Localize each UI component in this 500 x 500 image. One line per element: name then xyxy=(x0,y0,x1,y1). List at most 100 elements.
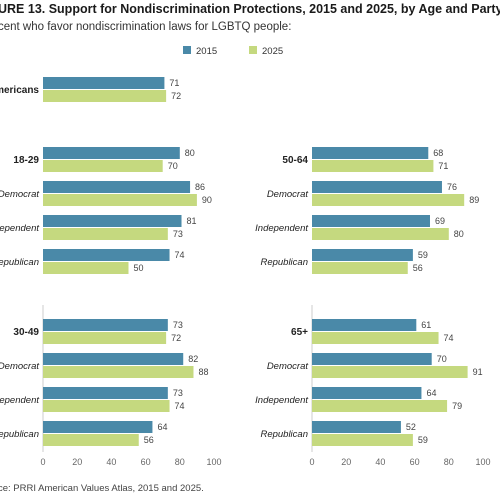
bar-2025 xyxy=(312,434,413,446)
data-label-2015: 71 xyxy=(169,78,179,88)
x-tick-label: 60 xyxy=(410,457,420,467)
data-label-2025: 79 xyxy=(452,401,462,411)
x-tick-label: 60 xyxy=(141,457,151,467)
bar-2015 xyxy=(43,421,153,433)
bar-2025 xyxy=(43,262,129,274)
category-label: 65+ xyxy=(291,327,308,338)
data-label-2025: 74 xyxy=(444,333,454,343)
bar-2015 xyxy=(43,387,168,399)
bar-2025 xyxy=(43,434,139,446)
data-label-2025: 89 xyxy=(469,195,479,205)
data-label-2015: 61 xyxy=(421,320,431,330)
legend-swatch-2015 xyxy=(183,46,191,54)
x-tick-label: 0 xyxy=(309,457,314,467)
category-label: Democrat xyxy=(0,189,39,200)
category-label: Independent xyxy=(0,395,39,406)
x-tick-label: 80 xyxy=(175,457,185,467)
category-label: Republican xyxy=(0,257,39,268)
bar-2015 xyxy=(43,181,191,193)
data-label-2025: 74 xyxy=(175,401,185,411)
data-label-2025: 72 xyxy=(171,91,181,101)
data-label-2025: 72 xyxy=(171,333,181,343)
data-label-2015: 59 xyxy=(418,250,428,260)
x-tick-label: 100 xyxy=(475,457,490,467)
data-label-2015: 69 xyxy=(435,216,445,226)
data-label-2025: 90 xyxy=(202,195,212,205)
category-label: Republican xyxy=(0,429,39,440)
bar-2015 xyxy=(312,215,430,227)
category-label: Democrat xyxy=(267,189,309,200)
bar-2015 xyxy=(43,353,184,365)
bar-2015 xyxy=(43,147,180,159)
data-label-2025: 71 xyxy=(438,161,448,171)
category-label: Americans xyxy=(0,85,39,96)
bar-2015 xyxy=(43,77,165,89)
legend-label-2015: 2015 xyxy=(196,46,217,57)
data-label-2015: 70 xyxy=(437,354,447,364)
data-label-2015: 68 xyxy=(433,148,443,158)
data-label-2015: 80 xyxy=(185,148,195,158)
bar-2015 xyxy=(312,181,442,193)
bar-2025 xyxy=(43,160,163,172)
x-tick-label: 40 xyxy=(375,457,385,467)
bar-2015 xyxy=(43,319,168,331)
data-label-2015: 82 xyxy=(188,354,198,364)
data-label-2025: 88 xyxy=(198,367,208,377)
data-label-2025: 70 xyxy=(168,161,178,171)
chart-title: URE 13. Support for Nondiscrimination Pr… xyxy=(0,2,500,16)
bar-2025 xyxy=(43,228,168,240)
data-label-2015: 73 xyxy=(173,388,183,398)
legend-swatch-2025 xyxy=(249,46,257,54)
data-label-2015: 86 xyxy=(195,182,205,192)
category-label: 18-29 xyxy=(13,155,39,166)
category-label: 30-49 xyxy=(13,327,39,338)
category-label: Democrat xyxy=(267,361,309,372)
bar-2025 xyxy=(312,160,434,172)
bar-2025 xyxy=(312,262,408,274)
legend-label-2025: 2025 xyxy=(262,46,283,57)
source-note: ce: PRRI American Values Atlas, 2015 and… xyxy=(0,483,204,494)
category-label: Republican xyxy=(260,257,308,268)
bar-2015 xyxy=(312,147,429,159)
category-label: Republican xyxy=(260,429,308,440)
bar-2025 xyxy=(43,400,170,412)
bar-2025 xyxy=(312,366,468,378)
data-label-2015: 64 xyxy=(426,388,436,398)
bar-2025 xyxy=(312,194,465,206)
data-label-2015: 74 xyxy=(175,250,185,260)
data-label-2015: 64 xyxy=(157,422,167,432)
x-tick-label: 80 xyxy=(444,457,454,467)
data-label-2025: 56 xyxy=(144,435,154,445)
data-label-2015: 81 xyxy=(187,216,197,226)
data-label-2025: 91 xyxy=(473,367,483,377)
bar-2025 xyxy=(43,194,197,206)
bar-2025 xyxy=(43,332,167,344)
x-tick-label: 20 xyxy=(341,457,351,467)
data-label-2025: 80 xyxy=(454,229,464,239)
bar-2015 xyxy=(43,249,170,261)
category-label: Independent xyxy=(255,223,308,234)
category-label: Independent xyxy=(0,223,39,234)
bar-2025 xyxy=(312,228,449,240)
bar-2015 xyxy=(43,215,182,227)
x-tick-label: 0 xyxy=(40,457,45,467)
category-label: 50-64 xyxy=(282,155,308,166)
category-label: Democrat xyxy=(0,361,39,372)
category-label: Independent xyxy=(255,395,308,406)
data-label-2015: 73 xyxy=(173,320,183,330)
bar-2015 xyxy=(312,421,401,433)
data-label-2025: 50 xyxy=(134,263,144,273)
data-label-2015: 52 xyxy=(406,422,416,432)
x-tick-label: 40 xyxy=(106,457,116,467)
data-label-2025: 56 xyxy=(413,263,423,273)
bar-2025 xyxy=(312,400,448,412)
bar-2015 xyxy=(312,319,417,331)
chart-subtitle: cent who favor nondiscrimination laws fo… xyxy=(0,21,292,33)
x-tick-label: 100 xyxy=(206,457,221,467)
bar-2025 xyxy=(43,90,167,102)
data-label-2025: 59 xyxy=(418,435,428,445)
bar-2025 xyxy=(43,366,194,378)
bar-2015 xyxy=(312,249,413,261)
x-tick-label: 20 xyxy=(72,457,82,467)
